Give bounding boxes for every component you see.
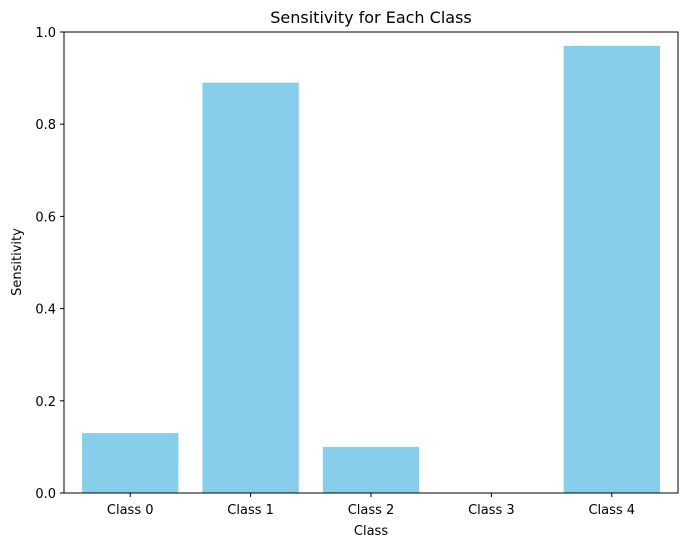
y-tick-label: 0.6 [35, 210, 56, 225]
y-tick-label: 0.0 [35, 487, 56, 502]
x-axis-ticks: Class 0 Class 1 Class 2 Class 3 Class 4 [107, 493, 635, 518]
y-axis-label: Sensitivity [10, 228, 25, 296]
bar-class-2 [322, 446, 420, 493]
x-tick-label: Class 3 [468, 503, 515, 518]
bar-class-4 [563, 45, 660, 493]
bar-class-0 [82, 433, 179, 493]
bars-group [82, 45, 660, 494]
x-axis-label: Class [354, 524, 388, 539]
y-tick-label: 0.8 [35, 118, 56, 133]
plot-area: 0.0 0.2 0.4 0.6 0.8 1.0 Class 0 Class 1 Class 2… [35, 26, 679, 518]
y-tick-label: 1.0 [35, 26, 56, 41]
x-tick-label: Class 2 [348, 503, 395, 518]
y-tick-label: 0.4 [35, 303, 56, 318]
chart-title: Sensitivity for Each Class [270, 8, 472, 27]
y-tick-label: 0.2 [35, 395, 56, 410]
plot-frame [63, 31, 679, 494]
y-axis-ticks: 0.0 0.2 0.4 0.6 0.8 1.0 [35, 26, 64, 502]
x-tick-label: Class 4 [588, 503, 635, 518]
x-tick-label: Class 0 [107, 503, 154, 518]
bar-class-1 [202, 82, 299, 494]
x-tick-label: Class 1 [227, 503, 274, 518]
